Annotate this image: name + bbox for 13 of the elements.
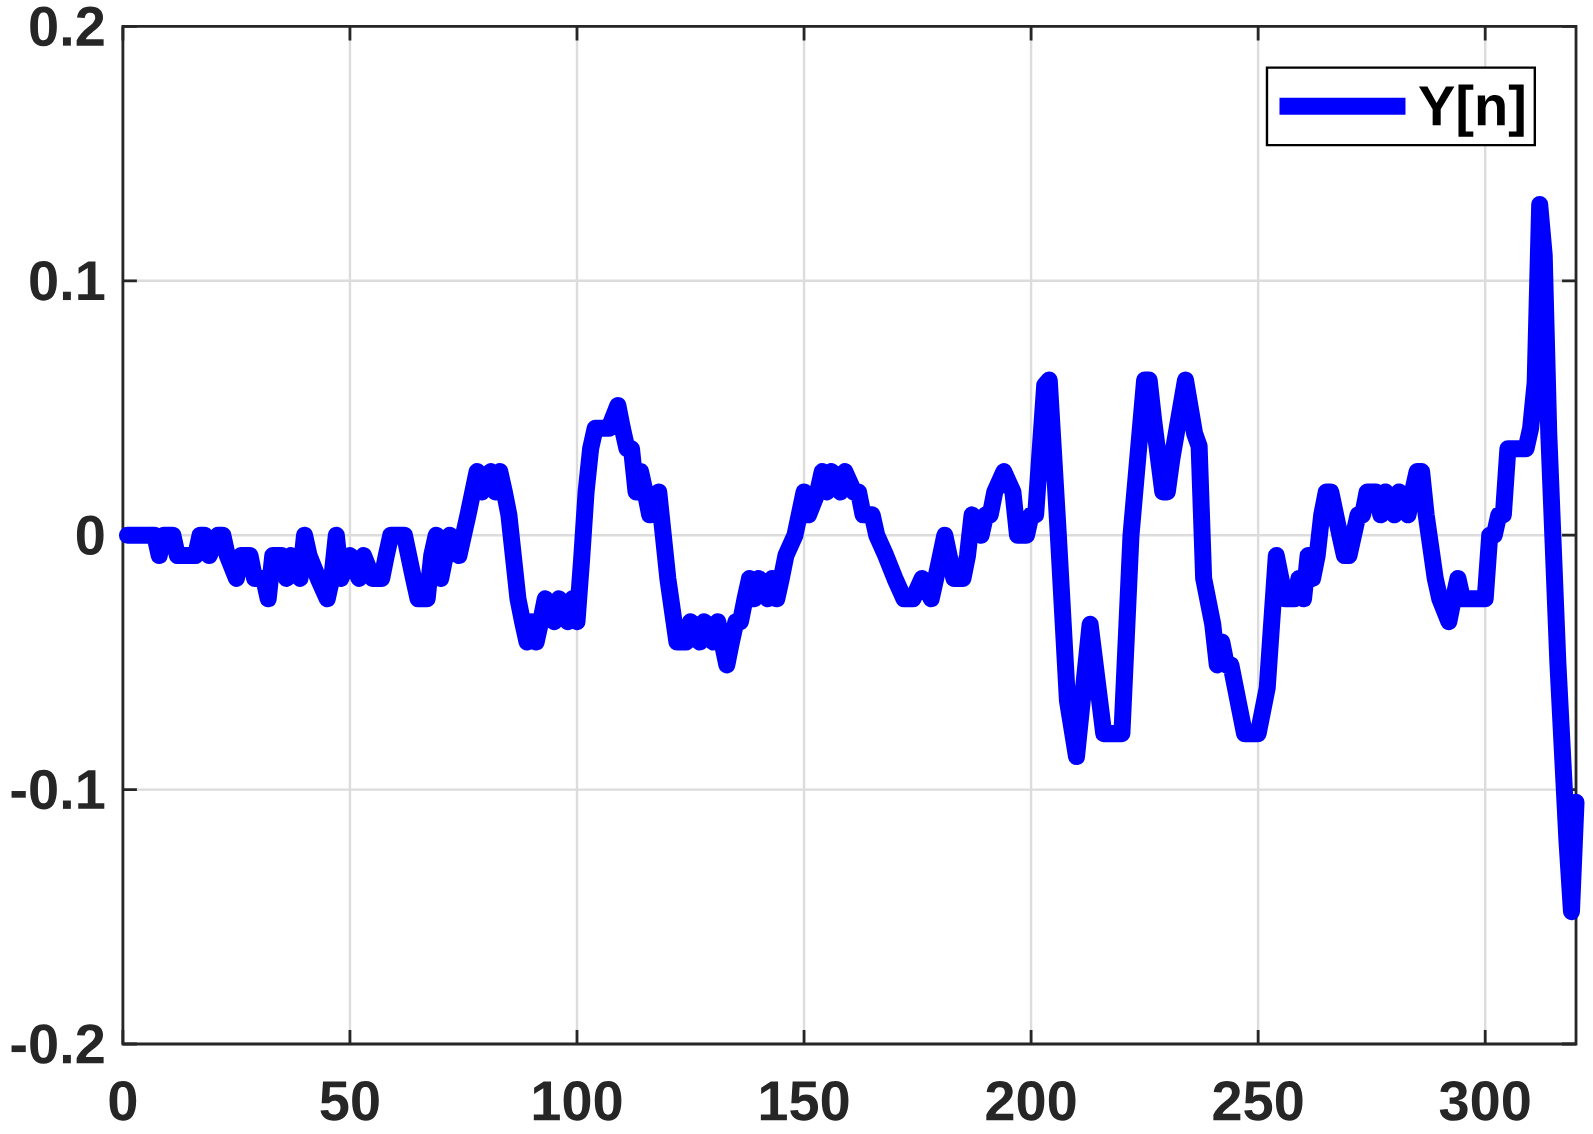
x-tick-label: 300 — [1439, 1081, 1530, 1121]
y-tick-label: 0.1 — [30, 260, 105, 301]
legend-label: Y[n] — [1418, 84, 1524, 137]
x-tick-label: 200 — [986, 1081, 1076, 1121]
y-tick-label: -0.1 — [11, 769, 105, 810]
x-tick-label: 50 — [320, 1081, 379, 1121]
x-tick-label: 100 — [533, 1081, 622, 1121]
y-tick-label: 0 — [76, 515, 104, 556]
x-tick-label: 0 — [109, 1081, 137, 1121]
x-tick-label: 150 — [760, 1081, 849, 1121]
x-tick-label: 250 — [1213, 1081, 1303, 1121]
y-tick-label: -0.2 — [11, 1024, 104, 1064]
y-tick-label: 0.2 — [30, 6, 104, 47]
